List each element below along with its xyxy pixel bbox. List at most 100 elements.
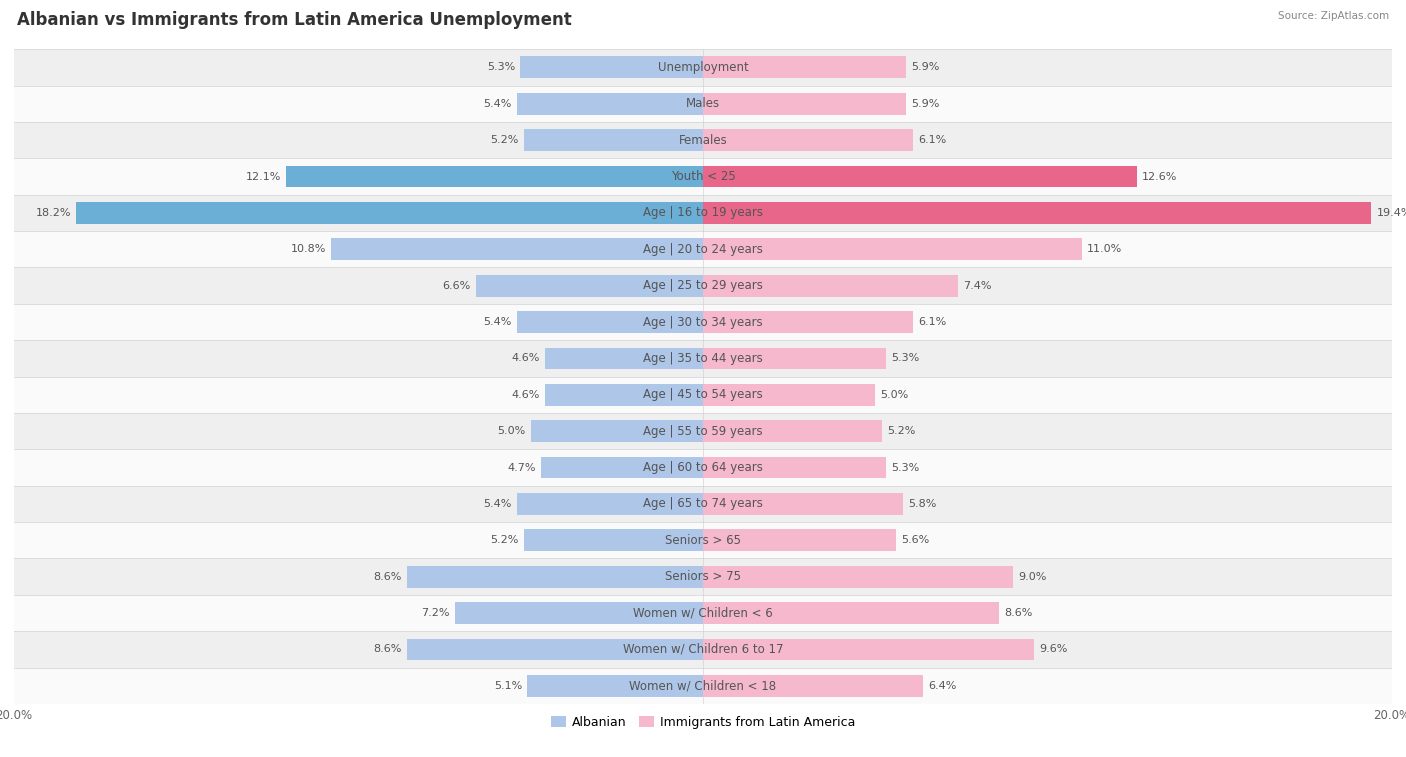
Text: Age | 16 to 19 years: Age | 16 to 19 years <box>643 207 763 220</box>
Bar <box>531 420 703 442</box>
Bar <box>14 122 1392 158</box>
Text: Seniors > 75: Seniors > 75 <box>665 570 741 583</box>
Text: Age | 30 to 34 years: Age | 30 to 34 years <box>643 316 763 329</box>
Text: Albanian vs Immigrants from Latin America Unemployment: Albanian vs Immigrants from Latin Americ… <box>17 11 572 30</box>
Text: 4.6%: 4.6% <box>510 354 540 363</box>
Text: Age | 65 to 74 years: Age | 65 to 74 years <box>643 497 763 510</box>
Bar <box>14 522 1392 559</box>
Bar <box>14 195 1392 231</box>
Text: Women w/ Children < 18: Women w/ Children < 18 <box>630 679 776 693</box>
Text: 5.4%: 5.4% <box>484 317 512 327</box>
Text: 19.4%: 19.4% <box>1376 208 1406 218</box>
Bar <box>520 57 703 78</box>
Text: Youth < 25: Youth < 25 <box>671 170 735 183</box>
Text: 8.6%: 8.6% <box>373 644 402 655</box>
Text: 5.2%: 5.2% <box>491 535 519 545</box>
Bar <box>703 347 886 369</box>
Text: 8.6%: 8.6% <box>373 572 402 581</box>
Text: 5.2%: 5.2% <box>491 136 519 145</box>
Text: 10.8%: 10.8% <box>291 245 326 254</box>
Bar <box>456 602 703 624</box>
Bar <box>406 565 703 587</box>
Text: 9.6%: 9.6% <box>1039 644 1067 655</box>
Bar <box>703 420 882 442</box>
Text: Unemployment: Unemployment <box>658 61 748 74</box>
Text: 12.1%: 12.1% <box>246 172 281 182</box>
Bar <box>541 456 703 478</box>
Bar <box>14 158 1392 195</box>
Bar <box>544 347 703 369</box>
Text: Males: Males <box>686 97 720 111</box>
Text: 4.6%: 4.6% <box>510 390 540 400</box>
Legend: Albanian, Immigrants from Latin America: Albanian, Immigrants from Latin America <box>546 711 860 734</box>
Bar <box>517 493 703 515</box>
Text: 5.1%: 5.1% <box>494 681 522 691</box>
Bar <box>544 384 703 406</box>
Bar <box>14 559 1392 595</box>
Text: 5.0%: 5.0% <box>880 390 908 400</box>
Text: 5.2%: 5.2% <box>887 426 915 436</box>
Text: 6.1%: 6.1% <box>918 136 946 145</box>
Text: 4.7%: 4.7% <box>508 463 536 472</box>
Bar <box>703 275 957 297</box>
Text: 18.2%: 18.2% <box>35 208 70 218</box>
Bar <box>703 57 907 78</box>
Bar <box>524 129 703 151</box>
Text: Age | 45 to 54 years: Age | 45 to 54 years <box>643 388 763 401</box>
Text: 5.9%: 5.9% <box>911 62 939 73</box>
Text: Age | 25 to 29 years: Age | 25 to 29 years <box>643 279 763 292</box>
Bar <box>703 384 875 406</box>
Bar <box>14 668 1392 704</box>
Text: Females: Females <box>679 134 727 147</box>
Bar <box>475 275 703 297</box>
Bar <box>703 602 1000 624</box>
Text: Source: ZipAtlas.com: Source: ZipAtlas.com <box>1278 11 1389 21</box>
Bar <box>14 413 1392 450</box>
Bar <box>703 675 924 696</box>
Text: Women w/ Children < 6: Women w/ Children < 6 <box>633 606 773 619</box>
Text: 5.0%: 5.0% <box>498 426 526 436</box>
Bar <box>14 631 1392 668</box>
Text: 5.8%: 5.8% <box>908 499 936 509</box>
Bar <box>14 376 1392 413</box>
Bar <box>703 529 896 551</box>
Text: 7.4%: 7.4% <box>963 281 991 291</box>
Text: 5.9%: 5.9% <box>911 98 939 109</box>
Bar <box>76 202 703 224</box>
Text: Seniors > 65: Seniors > 65 <box>665 534 741 547</box>
Text: Age | 55 to 59 years: Age | 55 to 59 years <box>643 425 763 438</box>
Bar <box>703 638 1033 660</box>
Bar <box>703 129 912 151</box>
Text: 9.0%: 9.0% <box>1018 572 1046 581</box>
Bar <box>703 93 907 114</box>
Text: Age | 35 to 44 years: Age | 35 to 44 years <box>643 352 763 365</box>
Bar <box>14 86 1392 122</box>
Bar <box>703 166 1137 188</box>
Text: 5.4%: 5.4% <box>484 98 512 109</box>
Text: 5.4%: 5.4% <box>484 499 512 509</box>
Text: 6.4%: 6.4% <box>928 681 957 691</box>
Bar <box>524 529 703 551</box>
Bar <box>330 238 703 260</box>
Bar <box>14 267 1392 304</box>
Text: 5.3%: 5.3% <box>891 354 920 363</box>
Text: 11.0%: 11.0% <box>1087 245 1122 254</box>
Bar <box>14 450 1392 486</box>
Text: 6.1%: 6.1% <box>918 317 946 327</box>
Bar <box>14 595 1392 631</box>
Bar <box>14 49 1392 86</box>
Bar <box>703 202 1371 224</box>
Bar <box>703 311 912 333</box>
Text: 8.6%: 8.6% <box>1004 608 1033 618</box>
Text: Age | 20 to 24 years: Age | 20 to 24 years <box>643 243 763 256</box>
Text: 7.2%: 7.2% <box>422 608 450 618</box>
Text: 12.6%: 12.6% <box>1142 172 1178 182</box>
Text: 5.3%: 5.3% <box>891 463 920 472</box>
Bar <box>527 675 703 696</box>
Text: 5.6%: 5.6% <box>901 535 929 545</box>
Text: 6.6%: 6.6% <box>443 281 471 291</box>
Text: 5.3%: 5.3% <box>486 62 515 73</box>
Bar <box>287 166 703 188</box>
Bar <box>406 638 703 660</box>
Bar <box>703 493 903 515</box>
